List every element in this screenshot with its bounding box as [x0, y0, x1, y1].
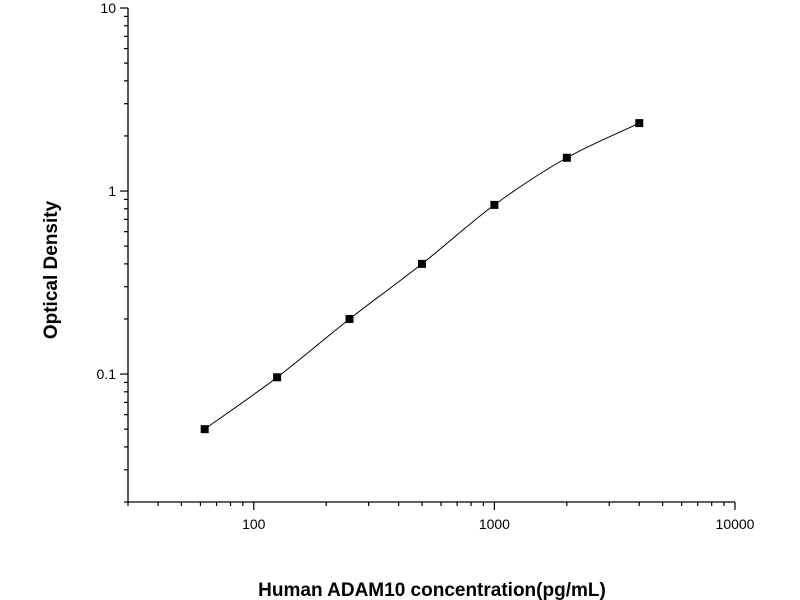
x-tick-label: 10000 — [716, 516, 755, 532]
data-point — [273, 373, 282, 382]
y-tick-label: 0.1 — [97, 366, 117, 382]
data-point — [490, 200, 499, 209]
data-point — [345, 314, 354, 323]
x-tick-label: 100 — [242, 516, 266, 532]
data-point — [200, 425, 209, 434]
x-tick-label: 1000 — [479, 516, 510, 532]
data-point — [635, 119, 644, 128]
x-axis-ticks: 100 1000 10000 — [127, 502, 755, 532]
y-tick-label: 1 — [108, 183, 116, 199]
data-point — [562, 153, 571, 162]
x-axis-label: Human ADAM10 concentration(pg/mL) — [258, 580, 606, 600]
y-axis-ticks: 0.1 1 10 — [97, 0, 128, 503]
y-tick-label: 10 — [100, 0, 116, 16]
fit-curve — [204, 122, 640, 430]
data-point — [417, 259, 426, 268]
axes — [127, 8, 735, 503]
data-points — [200, 119, 644, 434]
y-axis-label: Optical Density — [41, 200, 62, 339]
